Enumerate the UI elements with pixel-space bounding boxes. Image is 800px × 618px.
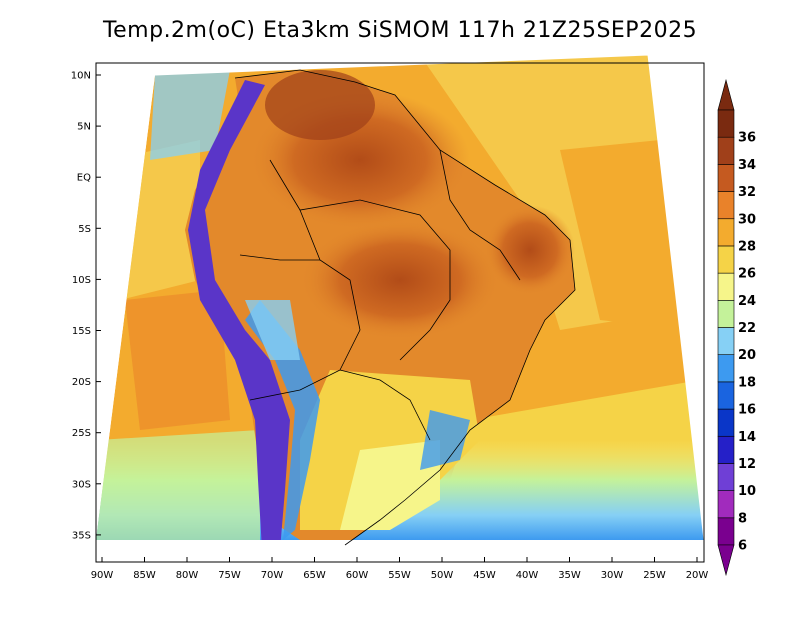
colorbar-segment	[717, 191, 735, 220]
colorbar-label: 8	[738, 511, 747, 526]
lat-label: 35S	[72, 530, 91, 541]
lon-label: 90W	[91, 570, 114, 581]
lon-label: 30W	[601, 570, 624, 581]
colorbar-label: 20	[738, 348, 756, 363]
colorbar-label: 16	[738, 403, 756, 418]
lon-label: 20W	[686, 570, 709, 581]
colorbar-label: 10	[738, 484, 756, 499]
pacific-warm-zone	[125, 290, 230, 430]
domain-outline	[154, 54, 705, 541]
colorbar-segment	[717, 109, 735, 138]
lat-label: 10N	[71, 71, 91, 82]
colorbar-label: 28	[738, 239, 756, 254]
colorbar-label: 30	[738, 212, 756, 227]
lat-label: 30S	[72, 479, 91, 490]
colorbar-segment	[717, 463, 735, 491]
colorbar-segment	[717, 435, 735, 464]
colorbar-label: 6	[738, 539, 747, 554]
lon-label: 80W	[176, 570, 199, 581]
pacific-south-cool	[96, 430, 260, 540]
lon-label: 75W	[218, 570, 241, 581]
colorbar-label: 14	[738, 430, 756, 445]
longitude-axis: 90W 85W 80W 75W 70W 65W 60W 55W 50W 45W 40W 35W 30W 2…	[91, 557, 709, 581]
serra-cool	[420, 410, 470, 470]
lon-label: 35W	[558, 570, 581, 581]
lon-label: 40W	[516, 570, 539, 581]
colorbar-label: 18	[738, 375, 756, 390]
colorbar-label: 12	[738, 457, 756, 472]
colorbar-label: 36	[738, 131, 756, 146]
north-hot-core	[265, 70, 375, 140]
colorbar-segment	[717, 327, 735, 355]
colorbar-segment	[717, 381, 735, 410]
lon-label: 50W	[431, 570, 454, 581]
colorbar-label: 22	[738, 321, 756, 336]
lon-label: 65W	[303, 570, 326, 581]
colorbar-label: 26	[738, 267, 756, 282]
lon-label: 55W	[388, 570, 411, 581]
colorbar-label: 32	[738, 185, 756, 200]
atlantic-warm-zone	[560, 140, 690, 330]
lat-label: EQ	[77, 173, 91, 184]
colorbar-segment	[717, 218, 735, 247]
lon-label: 70W	[261, 570, 284, 581]
pampas-cool	[340, 440, 440, 530]
lat-label: 25S	[72, 428, 91, 439]
colorbar-segment	[717, 490, 735, 519]
colorbar: 6 8 10 12 14 16 18 20 22 24 26 28 30 32 34 36	[717, 78, 756, 577]
colorbar-segment	[717, 272, 735, 301]
colorbar-segment	[717, 136, 735, 165]
lon-label: 85W	[133, 570, 156, 581]
lon-label: 60W	[346, 570, 369, 581]
northeast-hot-core	[485, 205, 575, 295]
colorbar-segment	[717, 245, 735, 274]
altiplano-cool	[245, 300, 300, 360]
colorbar-label: 34	[738, 158, 756, 173]
pacific-cool-zone	[110, 140, 200, 300]
colorbar-cap-top	[717, 78, 735, 111]
lat-label: 20S	[72, 377, 91, 388]
andes-edge	[245, 300, 320, 540]
lat-label: 5N	[77, 122, 91, 133]
andes-cold-band	[188, 80, 290, 540]
lon-label: 45W	[473, 570, 496, 581]
central-hot-core	[300, 220, 500, 340]
colorbar-cap-bottom	[717, 544, 735, 577]
forecast-field	[96, 55, 704, 540]
lat-label: 5S	[78, 224, 91, 235]
colorbar-segment	[717, 164, 735, 192]
lon-label: 25W	[643, 570, 666, 581]
colorbar-segment	[717, 408, 735, 437]
latitude-axis: 10N 5N EQ 5S 10S 15S 20S 25S 30S 35S	[71, 71, 101, 541]
colorbar-segment	[717, 300, 735, 328]
colorbar-segment	[717, 517, 735, 546]
map-title: Temp.2m(oC) Eta3km SiSMOM 117h 21Z25SEP2…	[102, 18, 698, 43]
lat-label: 10S	[72, 275, 91, 286]
colorbar-segment	[717, 354, 735, 383]
colorbar-label: 24	[738, 294, 756, 309]
lat-label: 15S	[72, 326, 91, 337]
country-borders	[234, 69, 576, 546]
pacific-north-cool	[150, 70, 230, 160]
